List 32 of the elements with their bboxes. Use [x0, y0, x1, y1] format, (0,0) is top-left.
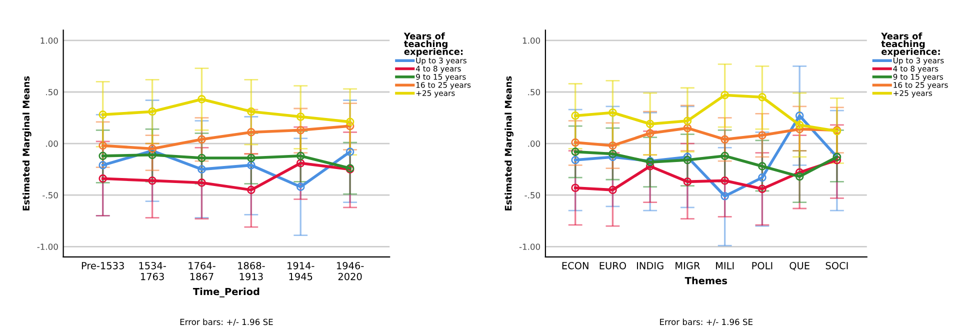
y-tick-label: -.50	[524, 192, 540, 198]
x-tick-label: 1914- 1945	[288, 262, 314, 280]
y-axis-title: Estimated Marginal Means	[22, 76, 32, 210]
y-tick-label: -1.00	[37, 244, 58, 250]
text: Error bars: +/- 1.96 SE	[180, 318, 273, 326]
x-axis-title: Time_Period	[192, 288, 260, 298]
x-axis-title: Themes	[684, 276, 728, 284]
x-tick-label: Pre-1533	[82, 262, 124, 270]
x-tick-label: 1764- 1867	[188, 262, 216, 280]
y-axis-title: Estimated Marginal Means	[504, 76, 514, 210]
x-tick-label: INDIG	[637, 262, 664, 270]
x-tick-label: EURO	[600, 262, 626, 270]
y-tick-label: .50	[528, 88, 540, 96]
legend-title: Years of teaching experience:	[881, 32, 940, 57]
y-tick-label: 1.00	[40, 37, 58, 44]
x-tick-label: 1946- 2020	[336, 262, 364, 280]
x-tick-label: MIGR	[676, 262, 700, 270]
x-tick-label: ECON	[562, 262, 588, 270]
x-tick-label: POLI	[752, 262, 772, 270]
y-tick-label: .00	[528, 140, 540, 147]
legend-title: Years of teaching experience:	[404, 32, 463, 57]
y-tick-label: .50	[46, 88, 58, 96]
x-tick-label: QUE	[790, 262, 810, 270]
x-tick-label: 1534- 1763	[139, 262, 166, 280]
x-tick-label: SOCI	[826, 262, 848, 270]
x-tick-label: MILI	[716, 262, 734, 270]
y-tick-label: .00	[46, 140, 58, 147]
text: Error bars: +/- 1.96 SE	[660, 318, 753, 326]
y-tick-label: -.50	[42, 192, 58, 198]
y-tick-label: -1.00	[519, 244, 540, 250]
x-tick-label: 1868- 1913	[238, 262, 265, 280]
y-tick-label: 1.00	[522, 37, 540, 44]
